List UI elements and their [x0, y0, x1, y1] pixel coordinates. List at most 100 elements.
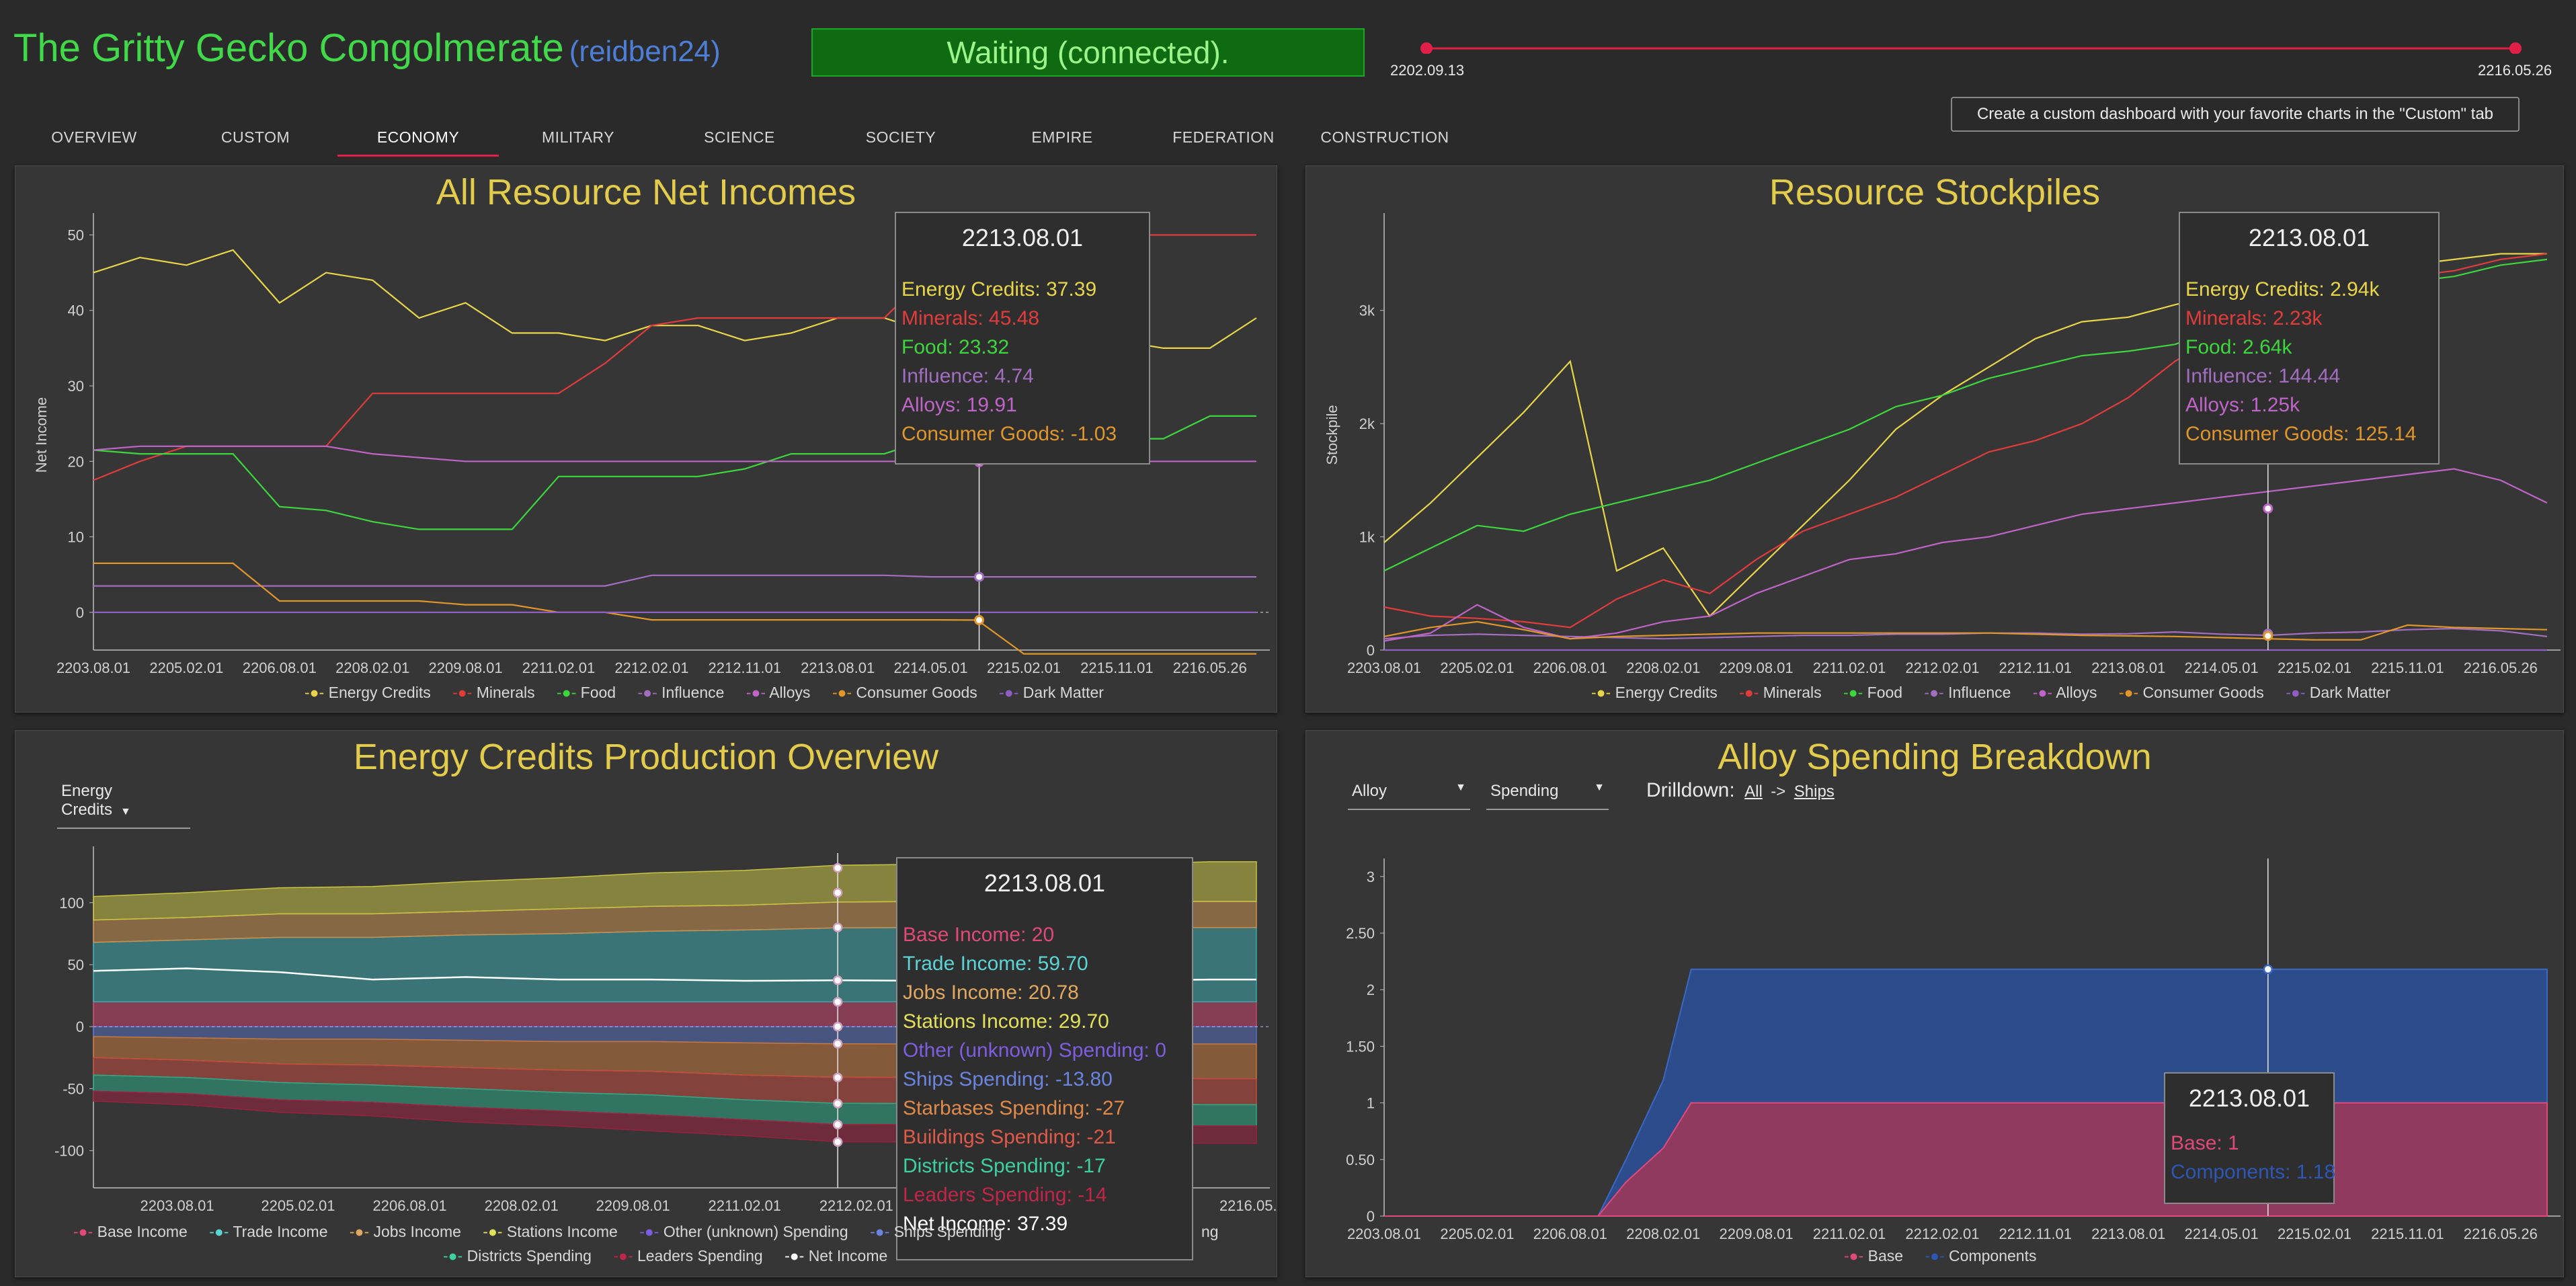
x-tick-label: 2214.05.01 — [894, 659, 968, 676]
tooltip-line: Minerals: 2.23k — [2185, 307, 2323, 329]
legend-item[interactable]: -●- Alloys — [746, 684, 811, 701]
hover-point — [832, 862, 843, 873]
tooltip-line: Energy Credits: 37.39 — [901, 278, 1097, 300]
legend-item[interactable]: -●- Energy Credits — [305, 684, 431, 701]
timeline-end-handle[interactable] — [2509, 42, 2522, 54]
x-tick-label: 2212.02.01 — [1905, 1225, 1979, 1242]
tooltip-line: Food: 23.32 — [901, 336, 1010, 358]
x-tick-label: 2205.02.01 — [1440, 659, 1514, 676]
legend-item[interactable]: -●- Consumer Goods — [2118, 684, 2264, 701]
hover-point — [832, 887, 843, 898]
tooltip-line: Ships Spending: -13.80 — [903, 1068, 1113, 1090]
x-tick-label: 2212.11.01 — [709, 659, 781, 676]
legend-item[interactable]: -●- Dark Matter — [2286, 684, 2390, 701]
resource-select[interactable]: Energy Credits ▼ — [57, 780, 190, 829]
tooltip-line: Consumer Goods: -1.03 — [901, 423, 1117, 445]
tab-empire[interactable]: EMPIRE — [1031, 128, 1093, 146]
x-tick-label: 2212.02.01 — [819, 1197, 893, 1214]
tab-overview[interactable]: OVERVIEW — [51, 128, 137, 146]
hover-point — [832, 975, 843, 986]
tab-society[interactable]: SOCIETY — [865, 128, 936, 146]
chart-tooltip: 2213.08.01 Base Income: 20 Trade Income:… — [896, 857, 1193, 1260]
y-tick-label: 50 — [68, 957, 84, 973]
y-tick-label: 3 — [1367, 869, 1375, 885]
tab-custom[interactable]: CUSTOM — [220, 128, 290, 146]
legend-item[interactable]: -●- Minerals — [1739, 684, 1822, 701]
timeline-slider[interactable] — [1371, 27, 2554, 54]
legend-item[interactable]: -●- Food — [557, 684, 616, 701]
drilldown-separator: -> — [1771, 782, 1786, 801]
x-tick-label: 2212.11.01 — [1999, 659, 2072, 676]
legend-item[interactable]: -●- Base Income — [73, 1223, 188, 1240]
mode-select[interactable]: Spending ▼ — [1486, 780, 1609, 810]
y-tick-label: 0 — [1367, 642, 1375, 659]
hover-point — [832, 1072, 843, 1083]
legend-item[interactable]: -●- Districts Spending — [443, 1247, 592, 1264]
x-tick-label: 2212.02.01 — [1905, 659, 1979, 676]
tooltip-line: Trade Income: 59.70 — [903, 953, 1088, 975]
tab-federation[interactable]: FEDERATION — [1172, 128, 1275, 146]
x-tick-label: 2215.11.01 — [1080, 659, 1153, 676]
legend-item[interactable]: -●- Trade Income — [209, 1223, 328, 1240]
x-tick-label: 2205.02.01 — [1440, 1225, 1514, 1242]
x-tick-label: 2206.08.01 — [373, 1197, 447, 1214]
x-tick-label: 2215.02.01 — [2278, 1225, 2351, 1242]
alloy-spending-chart[interactable]: 0 0.50 1 1.50 2 2.50 3 2203.08.01 2205.02.01 2206… — [1306, 731, 2563, 1277]
legend-item[interactable]: -●- Influence — [1924, 684, 2011, 701]
tab-science[interactable]: SCIENCE — [704, 128, 775, 146]
custom-dashboard-hint[interactable]: Create a custom dashboard with your favo… — [1951, 97, 2520, 132]
legend-item[interactable]: -●- Dark Matter — [999, 684, 1104, 701]
tooltip-line: Net Income: 37.39 — [903, 1213, 1068, 1235]
legend-item[interactable]: -●- Components — [1925, 1247, 2037, 1264]
panel-alloy-spending: Alloy Spending Breakdown Alloy ▼ Spending… — [1305, 730, 2564, 1277]
legend-item[interactable]: -●- Stations Income — [483, 1223, 618, 1240]
legend-item[interactable]: -●- Consumer Goods — [832, 684, 977, 701]
hover-point — [2263, 964, 2273, 975]
chevron-down-icon: ▼ — [120, 806, 131, 817]
drilldown-all-link[interactable]: All — [1744, 782, 1763, 801]
legend-item[interactable]: -●- Ships Spending — [870, 1223, 1002, 1240]
mode-select-value: Spending — [1490, 782, 1559, 800]
tab-military[interactable]: MILITARY — [542, 128, 614, 146]
stockpile-chart[interactable]: 0 1k 2k 3k 2203.08.01 2205.02.01 2206.08.01 220… — [1306, 166, 2563, 712]
y-tick-label: 10 — [68, 529, 84, 546]
tooltip-date: 2213.08.01 — [2248, 224, 2370, 251]
resource-select-value: Energy Credits — [61, 782, 113, 819]
legend-item[interactable]: -●- Energy Credits — [1591, 684, 1718, 701]
y-tick-label: -50 — [63, 1080, 84, 1097]
x-tick-label: 2206.08.01 — [243, 659, 317, 676]
legend-item[interactable]: -●- Base — [1844, 1247, 1904, 1264]
resource-select[interactable]: Alloy ▼ — [1348, 780, 1470, 810]
timeline-end-label: 2216.05.26 — [2478, 62, 2552, 79]
y-tick-label: 0.50 — [1346, 1152, 1375, 1168]
legend-item[interactable]: -●- Influence — [637, 684, 725, 701]
app-title: The Gritty Gecko Congolmerate (reidben24) — [13, 26, 721, 71]
tooltip-line: Districts Spending: -17 — [903, 1155, 1106, 1177]
legend-item[interactable]: -●- Other (unknown) Spending — [639, 1223, 848, 1240]
x-tick-label: 2215.02.01 — [987, 659, 1061, 676]
drilldown-ships-link[interactable]: Ships — [1794, 782, 1835, 801]
x-tick-label: 2205.02.01 — [149, 659, 223, 676]
x-tick-label: 2211.02.01 — [522, 659, 595, 676]
legend-item[interactable]: -●- Net Income — [784, 1247, 888, 1264]
drilldown-label: Drilldown: — [1646, 779, 1735, 801]
tab-construction[interactable]: CONSTRUCTION — [1320, 128, 1449, 146]
legend-item[interactable]: -●- Minerals — [452, 684, 535, 701]
tooltip-date: 2213.08.01 — [2188, 1084, 2310, 1112]
legend-item[interactable]: -●- Leaders Spending — [613, 1247, 763, 1264]
x-tick-label: 2212.02.01 — [614, 659, 688, 676]
y-tick-label: 30 — [68, 378, 84, 395]
legend-item[interactable]: -●- Alloys — [2032, 684, 2097, 701]
chevron-down-icon: ▼ — [1455, 782, 1466, 793]
legend-item[interactable]: -●- Food — [1843, 684, 1903, 701]
timeline-start-handle[interactable] — [1420, 42, 1433, 54]
legend-item[interactable]: -●- Jobs Income — [349, 1223, 461, 1240]
x-tick-label: 2203.08.01 — [1347, 1225, 1421, 1242]
tooltip-line: Influence: 4.74 — [901, 365, 1034, 387]
tooltip-line: Base Income: 20 — [903, 924, 1055, 946]
tooltip-line: Energy Credits: 2.94k — [2185, 278, 2380, 300]
x-tick-label: 2209.08.01 — [1720, 1225, 1794, 1242]
status-badge: Waiting (connected). — [811, 28, 1365, 77]
tab-economy[interactable]: ECONOMY — [337, 120, 499, 157]
tooltip-line: Consumer Goods: 125.14 — [2185, 423, 2417, 445]
